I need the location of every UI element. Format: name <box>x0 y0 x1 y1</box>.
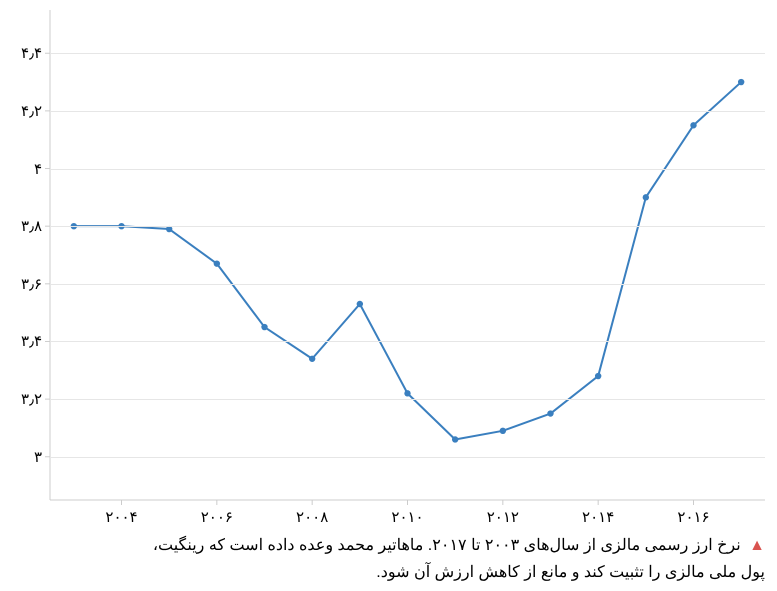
data-point <box>261 324 267 330</box>
gridline <box>50 53 765 54</box>
y-tick-label: ۴٫۲ <box>21 102 50 120</box>
gridline <box>50 284 765 285</box>
caption-line-2: پول ملی مالزی را تثبیت کند و مانع از کاه… <box>376 564 765 581</box>
x-tick-label: ۲۰۱۴ <box>582 500 614 526</box>
data-line <box>74 82 741 439</box>
chart-caption: ▲ نرخ ارز رسمی مالزی از سال‌های ۲۰۰۳ تا … <box>12 532 765 586</box>
data-point <box>690 122 696 128</box>
data-point <box>738 79 744 85</box>
data-point <box>500 428 506 434</box>
gridline <box>50 457 765 458</box>
data-point <box>357 301 363 307</box>
y-tick-label: ۳٫۴ <box>21 332 50 350</box>
data-point <box>643 194 649 200</box>
gridline <box>50 341 765 342</box>
gridline <box>50 226 765 227</box>
x-tick-label: ۲۰۰۶ <box>201 500 233 526</box>
data-point <box>404 390 410 396</box>
x-tick-label: ۲۰۱۰ <box>391 500 423 526</box>
x-tick-label: ۲۰۱۲ <box>487 500 519 526</box>
x-tick-label: ۲۰۰۸ <box>296 500 328 526</box>
chart-container: { "chart": { "type": "line", "background… <box>0 0 777 591</box>
data-point <box>309 356 315 362</box>
gridline <box>50 111 765 112</box>
caption-marker-icon: ▲ <box>749 537 765 554</box>
y-tick-label: ۳٫۲ <box>21 390 50 408</box>
data-point <box>214 260 220 266</box>
y-tick-label: ۳٫۸ <box>21 217 50 235</box>
data-point <box>595 373 601 379</box>
gridline <box>50 399 765 400</box>
data-point <box>452 436 458 442</box>
y-tick-label: ۴ <box>34 160 50 178</box>
gridline <box>50 169 765 170</box>
caption-line-1: نرخ ارز رسمی مالزی از سال‌های ۲۰۰۳ تا ۲۰… <box>153 537 741 554</box>
y-tick-label: ۴٫۴ <box>21 44 50 62</box>
x-tick-label: ۲۰۱۶ <box>677 500 709 526</box>
line-chart-svg <box>50 10 765 500</box>
x-tick-label: ۲۰۰۴ <box>105 500 137 526</box>
y-tick-label: ۳٫۶ <box>21 275 50 293</box>
y-tick-label: ۳ <box>34 448 50 466</box>
chart-plot-area: ۳۳٫۲۳٫۴۳٫۶۳٫۸۴۴٫۲۴٫۴۲۰۰۴۲۰۰۶۲۰۰۸۲۰۱۰۲۰۱۲… <box>50 10 765 500</box>
data-point <box>547 410 553 416</box>
